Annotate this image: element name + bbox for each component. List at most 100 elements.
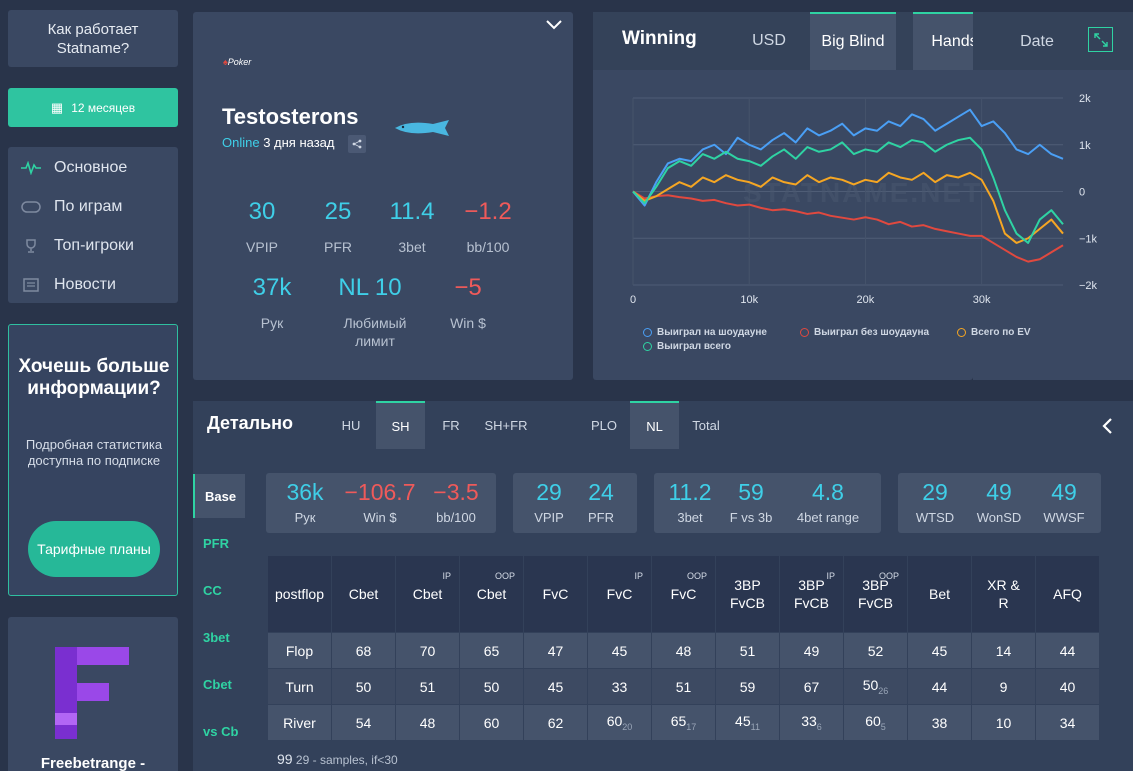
series-line-2[interactable] (632, 171, 1064, 244)
tab-hu[interactable]: HU (341, 417, 361, 433)
column-header[interactable]: 3BP FvCB (715, 555, 780, 633)
trophy-icon (8, 238, 54, 254)
stat-cell: 34 (1035, 704, 1100, 741)
newspaper-icon (8, 278, 54, 292)
column-header[interactable]: Cbet IP (395, 555, 460, 633)
series-line-1[interactable] (632, 190, 1064, 263)
column-header[interactable]: 3BP FvCB IP (779, 555, 844, 633)
card-pfr-label: PFR (588, 510, 614, 525)
side-tab-cbet[interactable]: Cbet (203, 676, 232, 692)
stat-limit-label: Любимый лимит (343, 315, 407, 349)
x-tick-label: 10k (740, 294, 758, 306)
tab-total[interactable]: Total (692, 417, 720, 433)
y-tick-label: −2k (1079, 280, 1098, 292)
chevron-down-icon[interactable] (545, 18, 563, 36)
nav-item-games[interactable]: По играм (8, 188, 178, 226)
summary-card-3bet: 11.2 3bet 59 F vs 3b 4.8 4bet range (654, 473, 881, 533)
column-header-label: postflop (274, 586, 325, 602)
calendar-icon: ▦ (50, 99, 64, 115)
stat-cell: 6517 (651, 704, 716, 741)
column-header[interactable]: Cbet OOP (459, 555, 524, 633)
nav-item-main[interactable]: Основное (8, 149, 178, 187)
stat-cell: 605 (843, 704, 908, 741)
side-tab-3bet[interactable]: 3bet (203, 629, 230, 645)
share-icon[interactable] (348, 135, 366, 153)
tab-usd[interactable]: USD (752, 32, 786, 49)
column-header[interactable]: FvC OOP (651, 555, 716, 633)
street-cell: River (267, 704, 332, 741)
y-tick-label: −1k (1079, 233, 1098, 245)
column-header[interactable]: 3BP FvCB OOP (843, 555, 908, 633)
promo-text: Подробная статистика доступна по подписк… (25, 437, 163, 468)
stat-cell: 70 (395, 632, 460, 669)
column-header[interactable]: Bet (907, 555, 972, 633)
column-header[interactable]: FvC IP (587, 555, 652, 633)
stat-cell: 5026 (843, 668, 908, 705)
stat-cell-value: 38 (931, 714, 948, 731)
tab-nl[interactable]: NL (630, 401, 679, 449)
table-row: Flop 68 70 65 47 45 48 51 49 52 45 14 44 (267, 632, 1100, 669)
side-tab-vs-cb[interactable]: vs Cb (203, 723, 239, 739)
legend-item-non-showdown[interactable]: Выиграл без шоудауна (800, 327, 929, 338)
period-selector[interactable]: ▦ 12 месяцев (8, 88, 178, 127)
stat-cell-value: 51 (419, 678, 436, 695)
column-header-label: FvC (542, 586, 569, 602)
tab-fr[interactable]: FR (442, 417, 460, 433)
legend-item-total[interactable]: Выиграл всего (643, 341, 731, 352)
stat-cell: 59 (715, 668, 780, 705)
column-header-label: AFQ (1053, 586, 1082, 602)
column-header[interactable]: AFQ (1035, 555, 1100, 633)
pricing-plans-button[interactable]: Тарифные планы (28, 521, 160, 577)
tab-big-blind[interactable]: Big Blind (810, 12, 896, 70)
stat-cell: 44 (1035, 632, 1100, 669)
stat-cell: 45 (587, 632, 652, 669)
pulse-icon (8, 161, 54, 175)
nav-item-news[interactable]: Новости (8, 266, 178, 304)
column-header[interactable]: XR & R (971, 555, 1036, 633)
column-position-label: IP (826, 571, 835, 581)
tab-sh-fr[interactable]: SH+FR (484, 417, 528, 433)
nav-item-label: Новости (54, 276, 116, 293)
check-circle-icon (643, 328, 652, 337)
ad-banner[interactable]: Freebetrange - (8, 617, 178, 771)
chevron-left-icon[interactable] (1101, 417, 1113, 440)
card-fv3b-label: F vs 3b (729, 510, 773, 525)
stat-cell-value: 60 (483, 714, 500, 731)
sample-count: 26 (878, 685, 889, 696)
series-line-3[interactable] (632, 136, 1064, 244)
side-tab-pfr[interactable]: PFR (203, 535, 229, 551)
stat-pfr-label: PFR (324, 239, 352, 255)
tab-date[interactable]: Date (1020, 33, 1054, 50)
stat-cell-value: 70 (419, 642, 436, 659)
stat-cell: 51 (651, 668, 716, 705)
legend-item-showdown[interactable]: Выиграл на шоудауне (643, 327, 767, 338)
room-name: Poker (227, 57, 252, 67)
stat-cell-value: 47 (547, 642, 564, 659)
side-tab-base[interactable]: Base (193, 474, 245, 518)
column-position-label: IP (442, 571, 451, 581)
column-header-label: 3BP FvCB (794, 577, 829, 611)
chart-title: Winning (622, 28, 697, 49)
how-it-works-button[interactable]: Как работает Statname? (8, 10, 178, 67)
series-line-0[interactable] (632, 108, 1064, 207)
sidebar-nav: Основное По играм Топ-игроки Новости (8, 147, 178, 303)
tab-sh[interactable]: SH (376, 401, 425, 449)
side-tab-cc[interactable]: CC (203, 582, 222, 598)
card-wonsd-value: 49 (986, 479, 1012, 505)
x-tick-label: 20k (857, 294, 875, 306)
stat-cell: 6020 (587, 704, 652, 741)
legend-item-ev[interactable]: Всего по EV (957, 327, 1031, 338)
x-tick-label: 0 (630, 294, 636, 306)
column-header[interactable]: FvC (523, 555, 588, 633)
stat-cell-value: 60 (865, 713, 881, 730)
check-circle-icon (643, 342, 652, 351)
fish-icon (395, 120, 449, 136)
expand-icon[interactable] (1088, 27, 1113, 52)
column-header[interactable]: Cbet (331, 555, 396, 633)
column-header-label: Bet (928, 586, 950, 602)
stat-cell: 44 (907, 668, 972, 705)
nav-item-top-players[interactable]: Топ-игроки (8, 227, 178, 265)
tab-plo[interactable]: PLO (590, 417, 617, 433)
column-header[interactable]: postflop (267, 555, 332, 633)
promo-title: Хочешь больше информации? (18, 356, 170, 399)
